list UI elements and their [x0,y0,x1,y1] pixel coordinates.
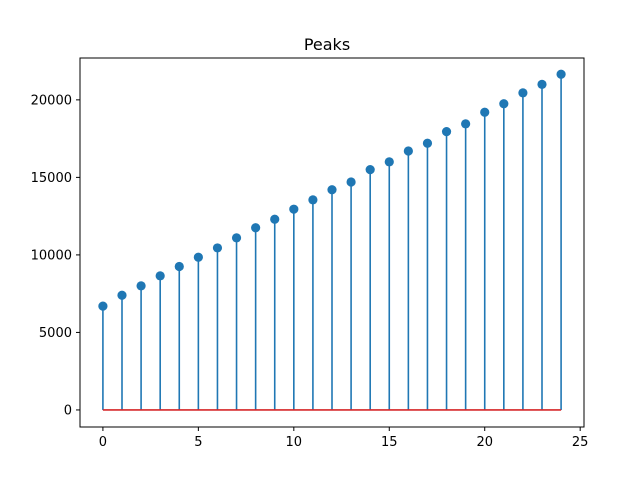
stem-marker [441,127,452,137]
stem-marker [117,290,127,300]
x-tick-label: 15 [381,435,398,450]
stem-marker [136,281,146,291]
stem-marker [251,223,261,233]
x-axis-ticks: 0 5 10 15 20 25 [99,427,589,450]
y-tick-label: 5000 [39,326,72,341]
stem-marker [212,243,223,253]
y-axis-ticks: 0 5000 10000 15000 20000 [31,93,80,418]
stem-marker [155,271,165,281]
stem-marker [193,252,203,262]
stem-marker [499,99,509,109]
y-tick-label: 0 [64,403,72,418]
y-tick-label: 15000 [31,171,72,186]
stem-marker [384,157,394,167]
x-tick-label: 20 [476,435,493,450]
stem-marker [346,177,356,187]
stem-marker [174,261,184,272]
stem-marker [480,107,490,117]
x-tick-label: 0 [99,435,107,450]
x-tick-label: 5 [194,435,202,450]
y-tick-label: 20000 [31,93,72,108]
stem-marker [289,204,299,214]
stem-marker [403,146,413,156]
stem-marker [365,165,375,175]
stem-marker [461,119,471,129]
stem-marker [98,301,108,311]
stem-markers [98,69,566,311]
chart-title: Peaks [304,35,350,54]
y-tick-label: 10000 [31,248,72,263]
x-tick-label: 10 [286,435,303,450]
stem-marker [327,185,337,195]
stem-marker [270,214,280,224]
stem-marker [537,79,547,89]
stem-marker [556,69,566,79]
x-tick-label: 25 [572,435,589,450]
axes-frame [79,57,585,428]
stem-marker [518,88,528,98]
stem-marker [422,138,433,148]
stem-marker [308,195,318,205]
stem-marker [231,233,242,243]
stem-lines [102,74,562,410]
